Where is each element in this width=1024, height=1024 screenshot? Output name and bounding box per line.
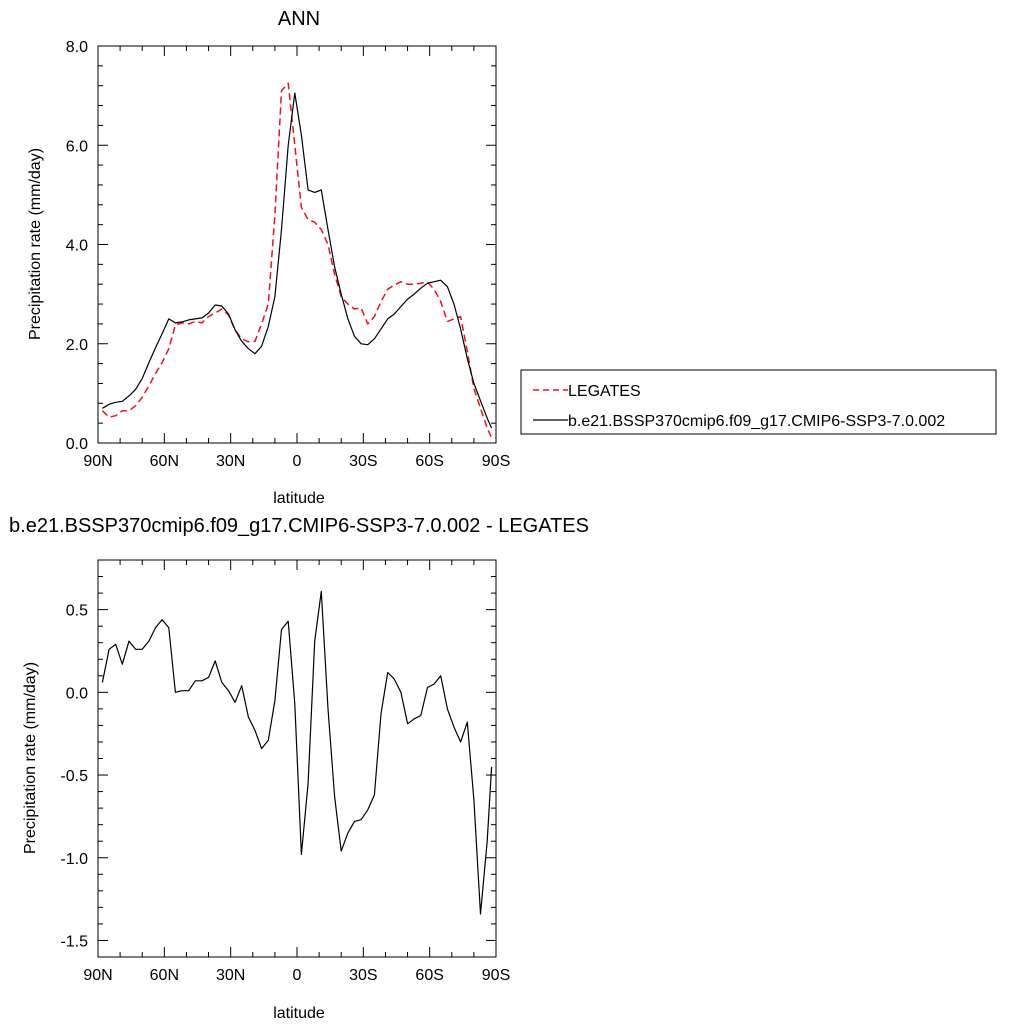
bottom-xtick-label: 60S bbox=[415, 967, 443, 984]
bottom-xtick-label: 90S bbox=[482, 967, 510, 984]
top-x-axis-label: latitude bbox=[273, 490, 325, 507]
legend: LEGATES b.e21.BSSP370cmip6.f09_g17.CMIP6… bbox=[520, 369, 997, 435]
bottom-xtick-label: 60N bbox=[150, 967, 179, 984]
top-series-line-1 bbox=[102, 92, 493, 429]
bottom-ytick-label: -1.0 bbox=[60, 851, 88, 868]
legend-label-legates: LEGATES bbox=[568, 383, 641, 400]
bottom-x-axis-label: latitude bbox=[273, 1005, 325, 1022]
top-line-chart: ANN 90N 60N 30N 0 30S 60S 90S 0.0 2.0 4.0 6.0 8.0 l… bbox=[27, 8, 510, 507]
bottom-ytick-label: -1.5 bbox=[60, 933, 88, 950]
bottom-chart-title: b.e21.BSSP370cmip6.f09_g17.CMIP6-SSP3-7.… bbox=[9, 515, 589, 537]
bottom-axis-ticks: 90N 60N 30N 0 30S 60S 90S -1.5 -1.0 -0.5 0.0 0.5 bbox=[60, 559, 510, 984]
bottom-xtick-label: 0 bbox=[293, 967, 302, 984]
top-xtick-label: 30S bbox=[349, 453, 377, 470]
top-series-line-0 bbox=[101, 82, 493, 439]
top-chart-title: ANN bbox=[278, 8, 320, 30]
bottom-ytick-label: 0.0 bbox=[66, 685, 88, 702]
top-ytick-label: 8.0 bbox=[66, 39, 88, 56]
bottom-line-chart: b.e21.BSSP370cmip6.f09_g17.CMIP6-SSP3-7.… bbox=[9, 515, 589, 1022]
top-xtick-label: 30N bbox=[216, 453, 245, 470]
top-xtick-label: 0 bbox=[293, 453, 302, 470]
top-ytick-label: 2.0 bbox=[66, 337, 88, 354]
legend-label-model: b.e21.BSSP370cmip6.f09_g17.CMIP6-SSP3-7.… bbox=[568, 413, 945, 430]
top-xtick-label: 90N bbox=[83, 453, 112, 470]
top-y-axis-label: Precipitation rate (mm/day) bbox=[27, 148, 44, 340]
top-xtick-label: 60N bbox=[150, 453, 179, 470]
top-series-lines bbox=[101, 82, 493, 439]
bottom-xtick-label: 30N bbox=[216, 967, 245, 984]
top-ytick-label: 0.0 bbox=[66, 436, 88, 453]
top-xtick-label: 60S bbox=[415, 453, 443, 470]
bottom-series-lines bbox=[101, 590, 493, 915]
legend-frame bbox=[520, 369, 997, 435]
top-xtick-label: 90S bbox=[482, 453, 510, 470]
bottom-xtick-label: 90N bbox=[83, 967, 112, 984]
bottom-y-axis-label: Precipitation rate (mm/day) bbox=[22, 662, 39, 854]
top-ytick-label: 6.0 bbox=[66, 138, 88, 155]
top-ytick-label: 4.0 bbox=[66, 238, 88, 255]
bottom-ytick-label: 0.5 bbox=[66, 603, 88, 620]
bottom-ytick-label: -0.5 bbox=[60, 768, 88, 785]
top-axis-ticks: 90N 60N 30N 0 30S 60S 90S 0.0 2.0 4.0 6.0 8.0 bbox=[66, 39, 510, 470]
bottom-series-line-0 bbox=[101, 590, 493, 915]
bottom-xtick-label: 30S bbox=[349, 967, 377, 984]
